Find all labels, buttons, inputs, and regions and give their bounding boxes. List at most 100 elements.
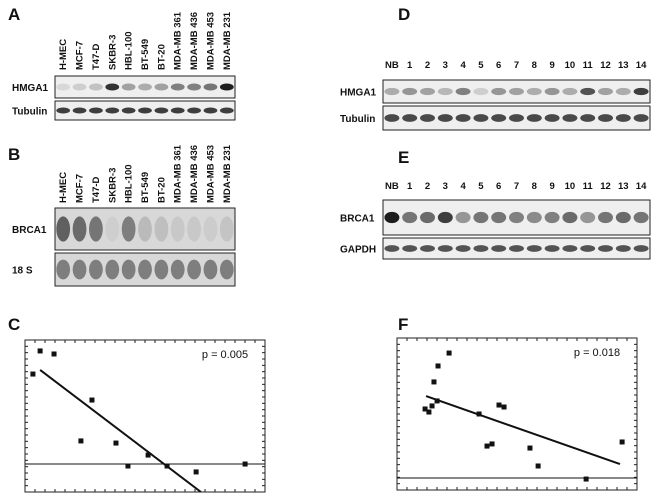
lane-label: MDA-MB 361 bbox=[173, 144, 184, 203]
lane-label: MDA-MB 453 bbox=[205, 12, 216, 70]
p-value: p = 0.018 bbox=[574, 347, 620, 359]
blot-strip bbox=[54, 252, 236, 287]
blot-band bbox=[89, 259, 103, 280]
blot-band bbox=[420, 211, 435, 224]
lane-label: H-MEC bbox=[58, 172, 69, 203]
blot-band bbox=[580, 87, 596, 96]
lane-label: 7 bbox=[514, 181, 519, 192]
lane-label: MDA-MB 361 bbox=[173, 11, 184, 70]
blot-band bbox=[72, 107, 87, 114]
blot-band bbox=[437, 245, 453, 252]
panel-label: A bbox=[8, 5, 20, 24]
lane-label: H-MEC bbox=[58, 39, 69, 70]
data-point bbox=[426, 409, 432, 415]
blot-band bbox=[598, 245, 613, 252]
blot-band bbox=[473, 245, 489, 252]
blot-band bbox=[203, 259, 218, 280]
blot-band bbox=[219, 107, 234, 114]
blot-band bbox=[544, 87, 560, 96]
data-point bbox=[435, 363, 441, 369]
blot-band bbox=[384, 87, 400, 96]
blot-band bbox=[455, 87, 471, 96]
blot-band bbox=[509, 114, 524, 122]
lane-label: 13 bbox=[618, 181, 629, 192]
blot-band bbox=[562, 87, 578, 96]
blot-band bbox=[154, 83, 169, 91]
data-point bbox=[193, 469, 199, 475]
blot-band bbox=[473, 114, 489, 122]
lane-label: 6 bbox=[496, 60, 501, 71]
blot-band bbox=[580, 114, 596, 122]
blot-band bbox=[633, 211, 649, 224]
lane-label: MDA-MB 453 bbox=[205, 145, 216, 203]
blot-band bbox=[72, 83, 87, 91]
lane-label: NB bbox=[385, 60, 399, 71]
data-point bbox=[583, 476, 589, 482]
blot-band bbox=[562, 211, 578, 224]
panel-label: E bbox=[398, 148, 409, 167]
lane-label: NB bbox=[385, 181, 399, 192]
blot-band bbox=[544, 245, 560, 252]
blot-band bbox=[219, 259, 234, 280]
blot-band bbox=[526, 87, 542, 96]
blot-band bbox=[633, 245, 649, 252]
blot-band bbox=[154, 216, 169, 242]
lane-label: MDA-MB 231 bbox=[222, 11, 233, 70]
blot-band bbox=[187, 107, 201, 114]
data-point bbox=[527, 445, 533, 451]
data-point bbox=[242, 461, 248, 467]
blot-band bbox=[89, 83, 103, 91]
blot-band bbox=[121, 259, 136, 280]
lane-label: 1 bbox=[407, 181, 413, 192]
blot-band bbox=[187, 216, 201, 242]
lane-label: MDA-MB 436 bbox=[189, 12, 200, 70]
data-point bbox=[51, 351, 57, 357]
blot-band bbox=[402, 245, 418, 252]
data-point bbox=[30, 371, 36, 377]
data-point bbox=[431, 379, 437, 385]
lane-label: MDA-MB 231 bbox=[222, 144, 233, 203]
blot-band bbox=[105, 216, 120, 242]
blot-band bbox=[544, 114, 560, 122]
blot-band bbox=[105, 83, 120, 91]
lane-label: 8 bbox=[532, 60, 537, 71]
blot-band bbox=[420, 245, 435, 252]
lane-label: 3 bbox=[443, 181, 448, 192]
blot-band bbox=[56, 83, 71, 91]
lane-label: 5 bbox=[478, 181, 484, 192]
blot-band bbox=[121, 216, 136, 242]
lane-label: MCF-7 bbox=[75, 174, 86, 203]
data-point bbox=[78, 438, 84, 444]
blot-band bbox=[491, 87, 507, 96]
lane-label: 4 bbox=[460, 60, 466, 71]
blot-band bbox=[491, 211, 507, 224]
panel-label: B bbox=[8, 145, 20, 164]
fit-line bbox=[39, 369, 202, 492]
blot-band bbox=[384, 211, 400, 224]
blot-band bbox=[473, 211, 489, 224]
blot-band bbox=[437, 211, 453, 224]
lane-label: BT-20 bbox=[156, 44, 167, 70]
lane-label: T47-D bbox=[91, 43, 102, 70]
blot-band bbox=[562, 114, 578, 122]
blot-band bbox=[491, 245, 507, 252]
lane-label: 8 bbox=[532, 181, 537, 192]
blot-band bbox=[526, 211, 542, 224]
data-point bbox=[164, 463, 170, 469]
blot-band bbox=[154, 259, 169, 280]
blot-band bbox=[138, 83, 152, 91]
blot-band bbox=[455, 245, 471, 252]
blot-band bbox=[105, 259, 120, 280]
data-point bbox=[113, 440, 119, 446]
lane-label: T47-D bbox=[91, 176, 102, 203]
lane-label: 13 bbox=[618, 60, 629, 71]
blot-band bbox=[598, 114, 613, 122]
panel-label: D bbox=[398, 5, 410, 24]
blot-band bbox=[509, 245, 524, 252]
lane-label: 11 bbox=[583, 181, 594, 192]
blot-band bbox=[615, 87, 631, 96]
blot-band bbox=[170, 83, 185, 91]
data-point bbox=[501, 404, 507, 410]
lane-label: 10 bbox=[565, 181, 576, 192]
